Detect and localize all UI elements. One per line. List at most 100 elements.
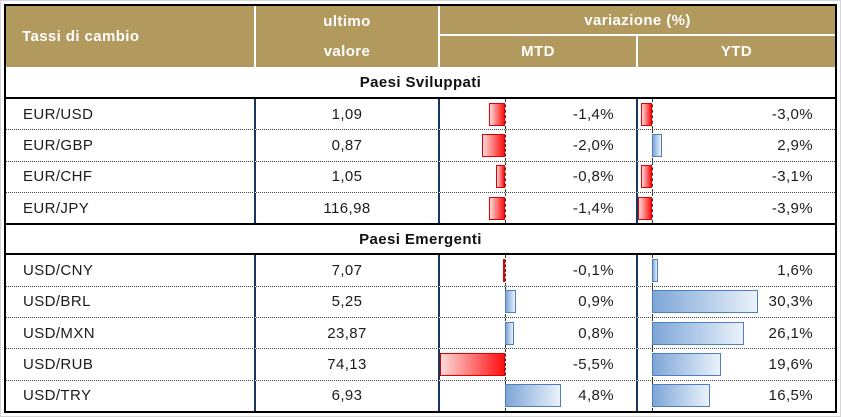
ytd-bar-area xyxy=(638,255,758,286)
header-mtd: MTD xyxy=(440,36,638,67)
ytd-value: -3,1% xyxy=(771,168,813,186)
mtd-value: 4,8% xyxy=(578,387,614,405)
table-row-usd-try: USD/TRY 6,93 4,8% 16,5% xyxy=(6,380,835,411)
section-header-paesi-sviluppati: Paesi Sviluppati xyxy=(6,67,835,99)
currency-pair: EUR/JPY xyxy=(6,192,256,224)
ytd-bar xyxy=(652,321,744,345)
mtd-bar-area xyxy=(440,255,561,286)
mtd-value: -5,5% xyxy=(572,355,614,373)
ytd-bar-area xyxy=(638,380,758,411)
mtd-axis-line xyxy=(505,349,506,380)
header-variazione: variazione (%) xyxy=(440,6,835,36)
ytd-bar-area xyxy=(638,317,758,349)
mtd-bar-area xyxy=(440,380,562,411)
ytd-value: -3,9% xyxy=(771,199,813,217)
mtd-bar xyxy=(505,384,562,408)
ytd-bar-area xyxy=(638,99,758,130)
mtd-cell: -2,0% xyxy=(440,130,638,161)
ytd-bar xyxy=(652,258,658,282)
ytd-bar xyxy=(641,165,652,189)
ytd-cell: -3,9% xyxy=(638,192,835,224)
ytd-bar xyxy=(652,352,721,376)
mtd-value: 0,8% xyxy=(578,324,614,342)
mtd-bar xyxy=(481,133,505,157)
ytd-value: 26,1% xyxy=(768,324,813,342)
ytd-cell: 2,9% xyxy=(638,130,835,161)
last-value: 1,09 xyxy=(256,99,440,130)
ytd-bar-area xyxy=(638,130,758,161)
ytd-value: 16,5% xyxy=(768,387,813,405)
ytd-bar-area xyxy=(638,192,758,224)
mtd-value: -0,8% xyxy=(572,168,614,186)
ytd-cell: 30,3% xyxy=(638,286,835,317)
currency-pair: EUR/USD xyxy=(6,99,256,130)
currency-pair: USD/BRL xyxy=(6,286,256,317)
last-value: 7,07 xyxy=(256,255,440,286)
last-value: 74,13 xyxy=(256,349,440,380)
ytd-bar-area xyxy=(638,161,758,192)
ytd-bar-area xyxy=(638,349,758,380)
mtd-bar-area xyxy=(440,99,561,130)
mtd-axis-line xyxy=(505,192,506,224)
table-row-usd-mxn: USD/MXN 23,87 0,8% 26,1% xyxy=(6,317,835,350)
ytd-bar xyxy=(641,102,652,126)
mtd-bar-area xyxy=(440,286,561,317)
mtd-cell: -0,1% xyxy=(440,255,638,286)
header-variazione-group: variazione (%) MTD YTD xyxy=(440,6,835,67)
ytd-bar xyxy=(652,290,759,314)
header-ytd: YTD xyxy=(720,43,753,60)
last-value: 116,98 xyxy=(256,192,440,224)
header-tassi-di-cambio: Tassi di cambio xyxy=(6,6,256,67)
mtd-axis-line xyxy=(505,161,506,192)
mtd-bar-area xyxy=(440,130,561,161)
mtd-cell: 0,8% xyxy=(440,317,638,349)
ytd-value: 19,6% xyxy=(768,355,813,373)
table-row-eur-usd: EUR/USD 1,09 -1,4% -3,0% xyxy=(6,99,835,131)
ytd-axis-line xyxy=(652,192,653,224)
table-row-eur-gbp: EUR/GBP 0,87 -2,0% 2,9% xyxy=(6,130,835,162)
mtd-bar-area xyxy=(440,161,561,192)
table-row-usd-cny: USD/CNY 7,07 -0,1% 1,6% xyxy=(6,255,835,287)
ytd-bar xyxy=(638,196,652,220)
exchange-rates-table: Tassi di cambio ultimo valore variazione… xyxy=(4,4,837,413)
mtd-axis-line xyxy=(505,255,506,286)
currency-pair: EUR/CHF xyxy=(6,161,256,192)
ytd-cell: 16,5% xyxy=(638,380,835,411)
ytd-bar xyxy=(652,133,663,157)
last-value: 0,87 xyxy=(256,130,440,161)
mtd-bar-area xyxy=(440,317,561,349)
header-ultimo-valore: ultimo valore xyxy=(256,6,440,67)
ytd-bar xyxy=(652,384,710,408)
mtd-bar xyxy=(495,165,505,189)
mtd-bar xyxy=(488,196,505,220)
mtd-bar xyxy=(503,258,505,282)
table-row-usd-rub: USD/RUB 74,13 -5,5% 19,6% xyxy=(6,349,835,381)
section-header-paesi-emergenti: Paesi Emergenti xyxy=(6,223,835,256)
last-value: 1,05 xyxy=(256,161,440,192)
header-ultimo: ultimo xyxy=(323,12,371,30)
last-value: 23,87 xyxy=(256,317,440,349)
ytd-value: 30,3% xyxy=(768,293,813,311)
table-row-eur-jpy: EUR/JPY 116,98 -1,4% -3,9% xyxy=(6,192,835,224)
currency-pair: EUR/GBP xyxy=(6,130,256,161)
mtd-bar xyxy=(505,321,515,345)
header-variazione-subcolumns: MTD YTD xyxy=(440,36,835,67)
mtd-bar xyxy=(505,290,516,314)
mtd-bar-area xyxy=(440,192,561,224)
mtd-axis-line xyxy=(505,130,506,161)
table-header: Tassi di cambio ultimo valore variazione… xyxy=(6,6,835,67)
last-value: 5,25 xyxy=(256,286,440,317)
mtd-cell: -1,4% xyxy=(440,192,638,224)
ytd-cell: 19,6% xyxy=(638,349,835,380)
currency-pair: USD/TRY xyxy=(6,380,256,411)
ytd-cell: -3,0% xyxy=(638,99,835,130)
mtd-bar xyxy=(488,102,505,126)
ytd-value: -3,0% xyxy=(771,105,813,123)
last-value: 6,93 xyxy=(256,380,440,411)
ytd-axis-line xyxy=(652,161,653,192)
mtd-value: -1,4% xyxy=(572,105,614,123)
mtd-bar xyxy=(440,352,505,376)
ytd-value: 2,9% xyxy=(777,136,813,154)
header-valore: valore xyxy=(323,43,371,61)
